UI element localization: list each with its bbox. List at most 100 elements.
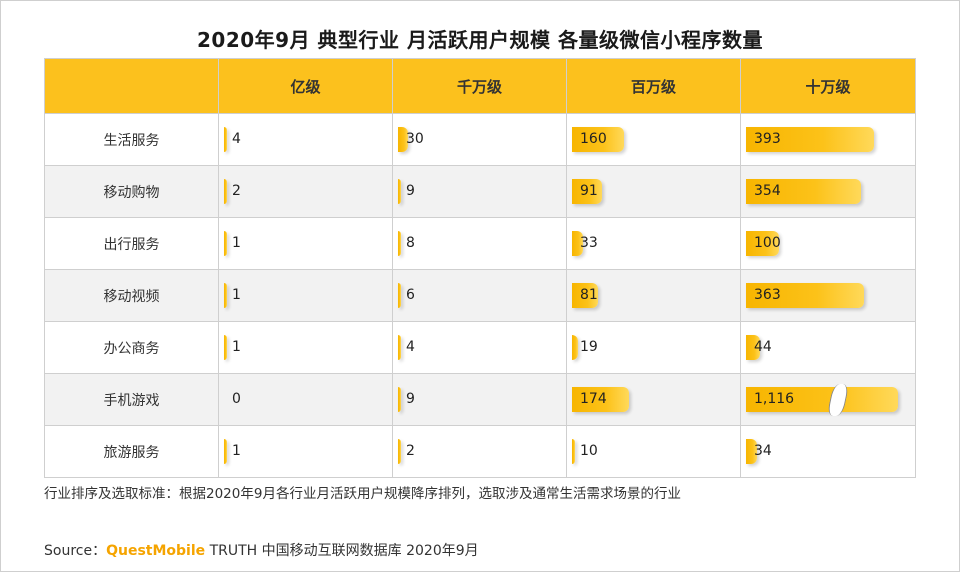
value-label: 363: [754, 287, 781, 303]
value-label: 10: [580, 443, 598, 459]
value-cell: 393: [740, 113, 916, 166]
table-row: 出行服务 1 8 33 100: [44, 217, 916, 270]
table-row: 生活服务 4 30 160 393: [44, 113, 916, 166]
value-bar: [746, 335, 760, 360]
value-label: 1: [232, 443, 241, 459]
table-row: 移动视频 1 6 81 363: [44, 269, 916, 322]
value-label: 2: [232, 183, 241, 199]
value-cell: 4: [218, 113, 393, 166]
value-bar: [224, 439, 227, 464]
value-bar: [224, 231, 227, 256]
value-label: 91: [580, 183, 598, 199]
value-cell: 33: [566, 217, 741, 270]
value-label: 30: [406, 131, 424, 147]
value-label: 4: [406, 339, 415, 355]
value-cell: 81: [566, 269, 741, 322]
header-col-yi: 亿级: [218, 58, 393, 114]
source-brand: QuestMobile: [106, 543, 206, 559]
value-cell: 100: [740, 217, 916, 270]
value-bar: [572, 127, 624, 152]
header-col-baiwan: 百万级: [566, 58, 741, 114]
value-label: 1: [232, 339, 241, 355]
value-label: 6: [406, 287, 415, 303]
value-label: 44: [754, 339, 772, 355]
value-bar: [398, 335, 401, 360]
row-label: 办公商务: [44, 321, 219, 374]
value-cell: 1: [218, 217, 393, 270]
source-rest: TRUTH 中国移动互联网数据库 2020年9月: [205, 543, 479, 559]
value-bar: [398, 179, 401, 204]
value-cell: 8: [392, 217, 567, 270]
source-prefix: Source：: [44, 543, 107, 559]
value-cell: 9: [392, 165, 567, 218]
row-label: 手机游戏: [44, 373, 219, 426]
value-bar: [572, 231, 583, 256]
value-cell: 30: [392, 113, 567, 166]
selection-note: 行业排序及选取标准：根据2020年9月各行业月活跃用户规模降序排列，选取涉及通常…: [44, 486, 681, 502]
value-bar: [398, 387, 401, 412]
value-bar: [224, 127, 227, 152]
value-label: 1: [232, 287, 241, 303]
value-label: 354: [754, 183, 781, 199]
row-label: 移动视频: [44, 269, 219, 322]
value-bar: [746, 179, 861, 204]
value-cell: 34: [740, 425, 916, 478]
value-bar: [398, 439, 401, 464]
value-cell: 19: [566, 321, 741, 374]
header-col-shiwan: 十万级: [740, 58, 916, 114]
value-label: 9: [406, 183, 415, 199]
value-bar: [398, 283, 401, 308]
value-label: 19: [580, 339, 598, 355]
value-bar: [224, 335, 227, 360]
source-line: Source：QuestMobile TRUTH 中国移动互联网数据库 2020…: [44, 540, 479, 560]
value-bar: [746, 387, 898, 412]
value-bar: [224, 179, 227, 204]
value-label: 1: [232, 235, 241, 251]
value-label: 81: [580, 287, 598, 303]
value-bar: [572, 179, 602, 204]
row-label: 出行服务: [44, 217, 219, 270]
value-cell: 354: [740, 165, 916, 218]
row-label: 生活服务: [44, 113, 219, 166]
value-bar: [746, 439, 757, 464]
value-bar: [572, 387, 629, 412]
value-label: 33: [580, 235, 598, 251]
value-cell: 1,116: [740, 373, 916, 426]
value-cell: 4: [392, 321, 567, 374]
value-label: 2: [406, 443, 415, 459]
value-cell: 1: [218, 321, 393, 374]
table-row: 手机游戏 0 9 174 1,116: [44, 373, 916, 426]
value-cell: 9: [392, 373, 567, 426]
data-table: 亿级 千万级 百万级 十万级 生活服务 4 30 160 393 移动购物 2 9 91 354 出…: [44, 58, 916, 478]
value-cell: 160: [566, 113, 741, 166]
value-cell: 44: [740, 321, 916, 374]
value-cell: 1: [218, 425, 393, 478]
header-corner: [44, 58, 219, 114]
value-bar: [398, 127, 408, 152]
value-bar: [224, 283, 227, 308]
header-row: 亿级 千万级 百万级 十万级: [44, 58, 916, 114]
value-cell: 0: [218, 373, 393, 426]
row-label: 移动购物: [44, 165, 219, 218]
value-bar: [746, 127, 874, 152]
value-label: 4: [232, 131, 241, 147]
value-label: 0: [232, 391, 241, 407]
value-cell: 2: [392, 425, 567, 478]
value-cell: 1: [218, 269, 393, 322]
value-bar: [572, 283, 598, 308]
table-row: 旅游服务 1 2 10 34: [44, 425, 916, 478]
value-label: 100: [754, 235, 781, 251]
chart-title: 2020年9月 典型行业 月活跃用户规模 各量级微信小程序数量: [197, 28, 763, 52]
value-bar: [572, 439, 575, 464]
value-bar: [746, 231, 779, 256]
value-label: 174: [580, 391, 607, 407]
value-label: 9: [406, 391, 415, 407]
header-col-qianwan: 千万级: [392, 58, 567, 114]
value-cell: 91: [566, 165, 741, 218]
value-label: 34: [754, 443, 772, 459]
value-label: 160: [580, 131, 607, 147]
value-cell: 6: [392, 269, 567, 322]
table-row: 移动购物 2 9 91 354: [44, 165, 916, 218]
value-label: 393: [754, 131, 781, 147]
value-cell: 174: [566, 373, 741, 426]
